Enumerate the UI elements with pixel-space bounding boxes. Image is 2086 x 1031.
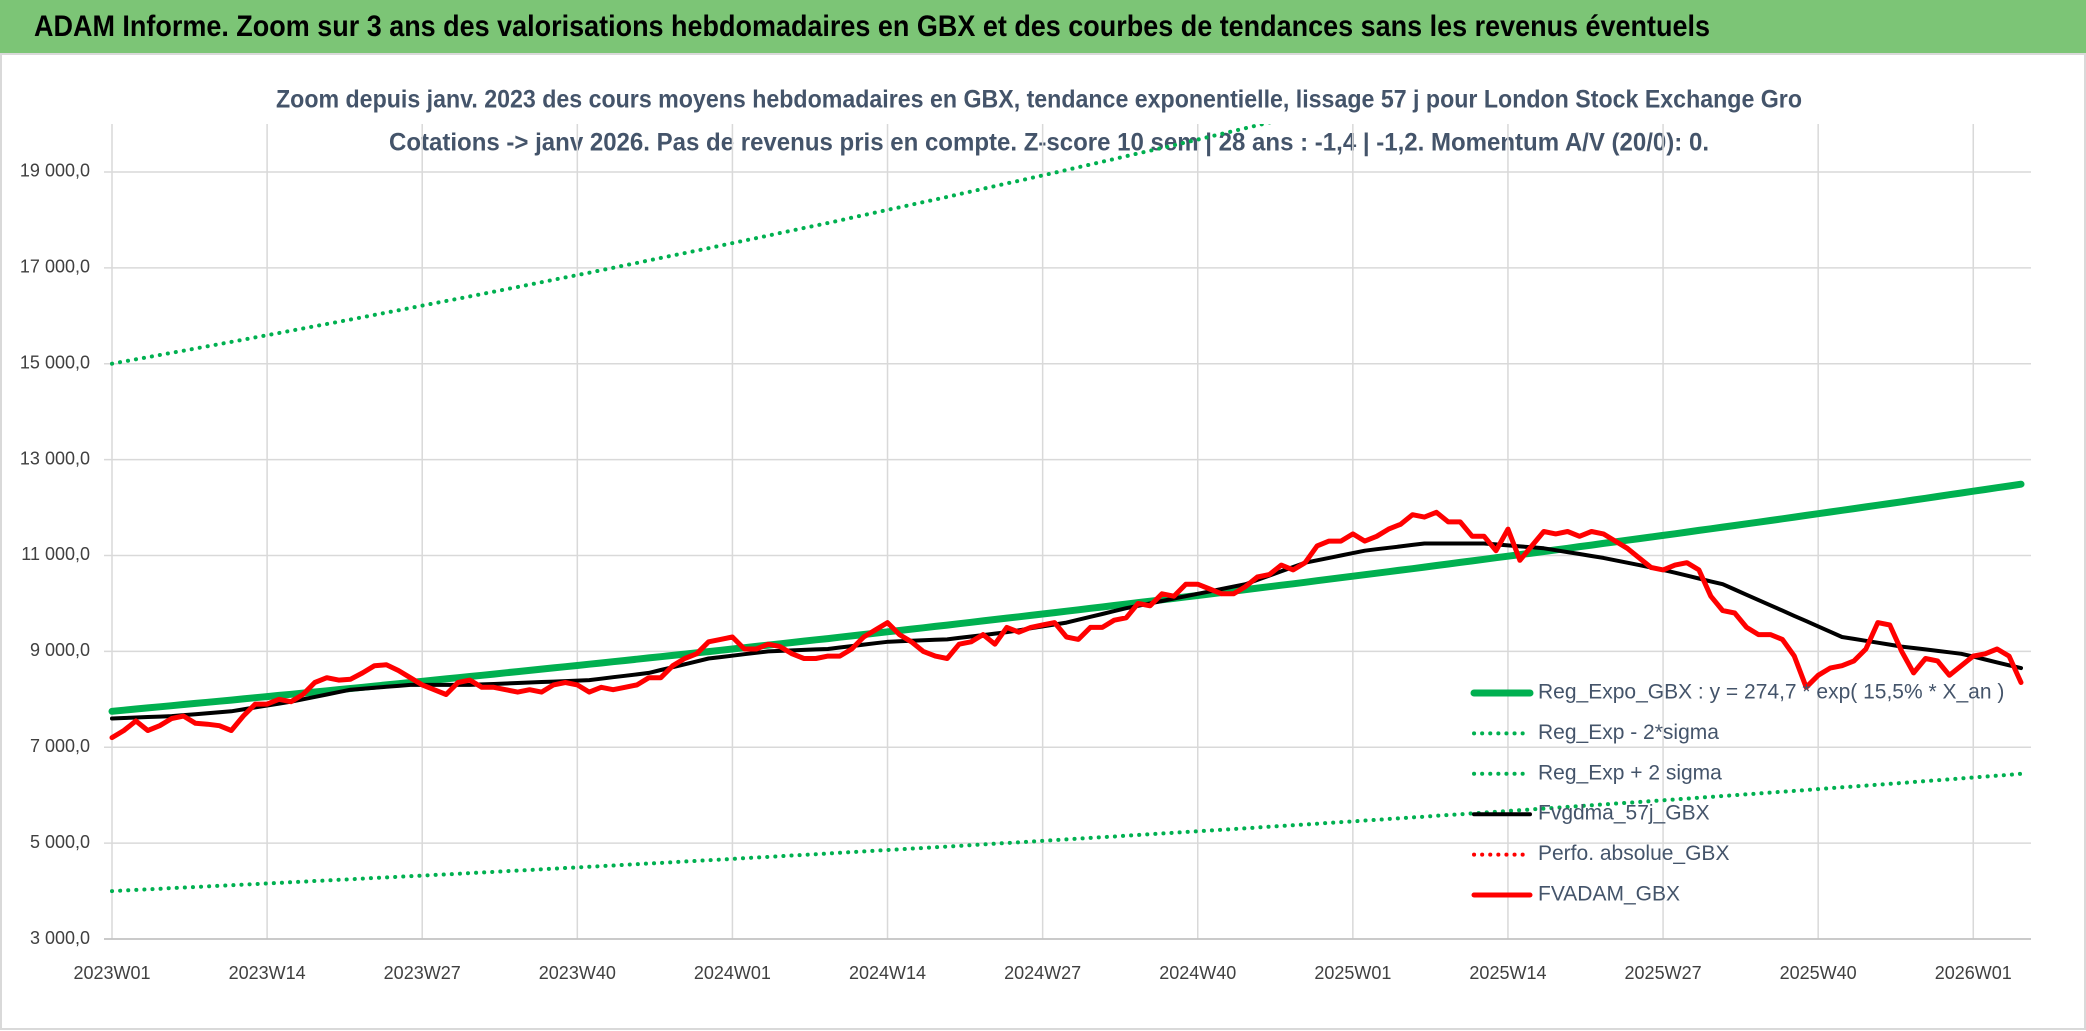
x-tick-label: 2023W40	[539, 963, 616, 983]
x-tick-label: 2023W01	[73, 963, 150, 983]
series-line	[108, 480, 2025, 715]
x-tick-label: 2025W01	[1314, 963, 1391, 983]
x-tick-label: 2025W14	[1469, 963, 1546, 983]
x-tick-label: 2026W01	[1935, 963, 2012, 983]
y-tick-label: 11 000,0	[21, 544, 90, 564]
chart-title: ADAM Informe. Zoom sur 3 ans des valoris…	[34, 10, 1710, 43]
x-tick-label: 2023W14	[229, 963, 306, 983]
x-tick-label: 2024W27	[1004, 963, 1081, 983]
x-tick-label: 2025W27	[1625, 963, 1702, 983]
chart-frame	[0, 53, 2086, 1030]
x-tick-label: 2024W01	[694, 963, 771, 983]
series-line	[110, 771, 2023, 894]
banner	[0, 0, 2086, 54]
y-tick-label: 9 000,0	[30, 640, 90, 660]
y-tick-label: 3 000,0	[30, 928, 90, 948]
x-tick-label: 2023W27	[384, 963, 461, 983]
chart-subtitle: Zoom depuis janv. 2023 des cours moyens …	[276, 86, 1802, 114]
series-line	[109, 509, 2024, 741]
y-tick-label: 15 000,0	[20, 352, 90, 372]
y-tick-label: 5 000,0	[30, 832, 90, 852]
y-tick-label: 17 000,0	[20, 257, 90, 277]
legend-label: Perfo. absolue_GBX	[1538, 842, 1729, 865]
x-tick-label: 2024W40	[1159, 963, 1236, 983]
x-tick-label: 2024W14	[849, 963, 926, 983]
y-tick-label: 19 000,0	[20, 161, 90, 181]
legend-label: Reg_Exp + 2 sigma	[1538, 761, 1722, 784]
plot-area	[108, 124, 2025, 894]
legend-label: Fvgdma_57j_GBX	[1538, 802, 1710, 825]
legend-label: Reg_Expo_GBX : y = 274,7 * exp( 15,5% * …	[1538, 681, 2004, 704]
x-tick-label: 2025W40	[1780, 963, 1857, 983]
series-line	[110, 124, 1272, 366]
y-tick-label: 7 000,0	[30, 736, 90, 756]
y-tick-label: 13 000,0	[20, 448, 90, 468]
legend-label: Reg_Exp - 2*sigma	[1538, 721, 1719, 744]
legend-label: FVADAM_GBX	[1538, 883, 1680, 906]
chart-subtitle: Cotations -> janv 2026. Pas de revenus p…	[389, 129, 1709, 157]
